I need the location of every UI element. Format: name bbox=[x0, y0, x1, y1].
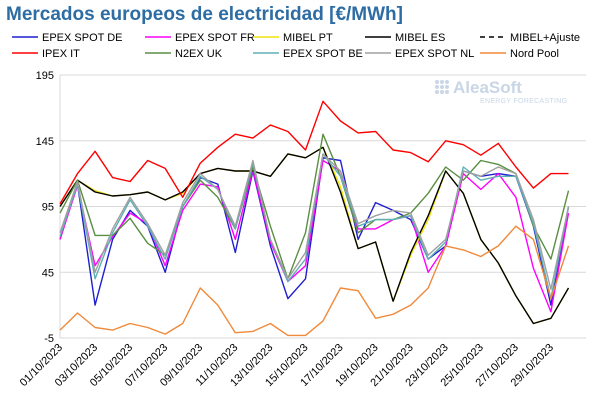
y-tick-label: 95 bbox=[42, 202, 54, 214]
legend-label-epex-spot-fr: EPEX SPOT FR bbox=[175, 32, 255, 44]
series-line-epex-spot-nl bbox=[59, 153, 570, 290]
legend-label-mibel-ajuste: MIBEL+Ajuste bbox=[510, 32, 580, 44]
legend-label-epex-spot-be: EPEX SPOT BE bbox=[283, 48, 363, 60]
y-tick-label: 145 bbox=[36, 136, 54, 148]
y-tick-label: 195 bbox=[36, 70, 54, 82]
series-lines bbox=[59, 100, 570, 337]
legend: EPEX SPOT DE EPEX SPOT FR MIBEL PT MIBEL ES… bbox=[12, 32, 580, 60]
legend-label-epex-spot-de: EPEX SPOT DE bbox=[42, 32, 123, 44]
legend-label-epex-spot-nl: EPEX SPOT NL bbox=[395, 48, 474, 60]
legend-label-mibel-es: MIBEL ES bbox=[395, 32, 445, 44]
y-axis-ticks: -5 45 95 145 195 bbox=[36, 70, 54, 345]
series-line-n2ex-uk bbox=[59, 133, 570, 280]
series-line-epex-spot-de bbox=[59, 157, 570, 306]
aleasoft-logo: AleaSoft ENERGY FORECASTING bbox=[435, 78, 567, 105]
legend-label-mibel-pt: MIBEL PT bbox=[283, 32, 333, 44]
logo-icon bbox=[435, 80, 449, 94]
logo-tagline: ENERGY FORECASTING bbox=[480, 98, 567, 105]
grid-lines bbox=[59, 74, 586, 339]
x-axis-ticks: 01/10/202303/10/202305/10/202307/10/2023… bbox=[18, 342, 556, 389]
legend-label-ipex-it: IPEX IT bbox=[42, 48, 80, 60]
series-line-nord-pool bbox=[59, 225, 570, 337]
legend-label-nord-pool: Nord Pool bbox=[510, 48, 559, 60]
series-line-ipex-it bbox=[59, 100, 569, 205]
logo-name: AleaSoft bbox=[453, 78, 522, 97]
y-tick-label: -5 bbox=[44, 333, 54, 345]
chart-title: Mercados europeos de electricidad [€/MWh… bbox=[6, 4, 403, 25]
series-line-mibel-es bbox=[59, 146, 570, 325]
legend-label-n2ex-uk: N2EX UK bbox=[175, 48, 223, 60]
y-tick-label: 45 bbox=[42, 267, 54, 279]
